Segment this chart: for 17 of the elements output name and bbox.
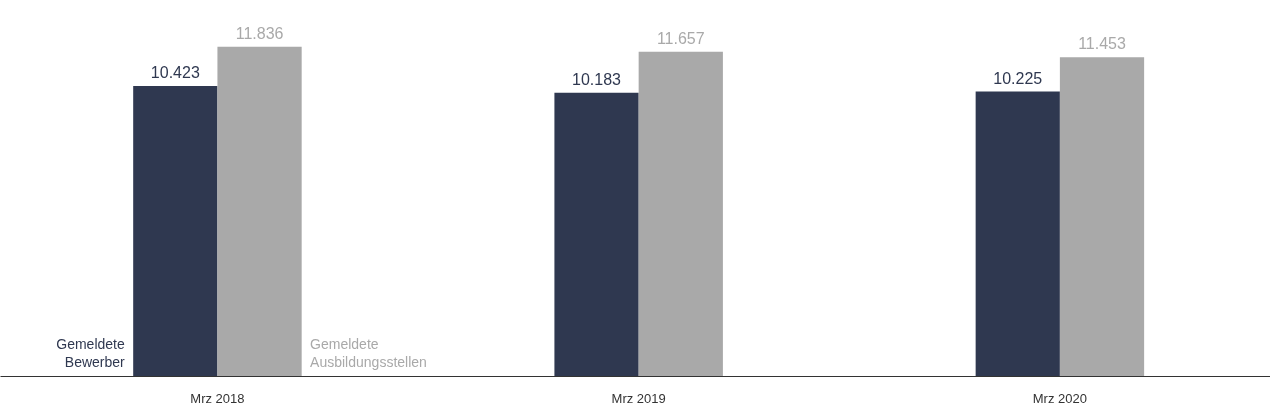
x-tick-label: Mrz 2020 (1032, 390, 1087, 406)
data-label: 10.225 (993, 69, 1043, 87)
bar (554, 92, 639, 377)
bar (638, 51, 723, 377)
bar (1059, 57, 1145, 377)
bar (133, 86, 218, 377)
data-label: 11.836 (235, 24, 284, 42)
x-tick-label: Mrz 2018 (190, 390, 245, 406)
bar (217, 46, 302, 377)
data-label: 10.183 (572, 70, 622, 88)
data-label: 11.453 (1078, 35, 1126, 53)
data-label: 10.423 (150, 64, 200, 82)
bar (975, 91, 1060, 377)
x-tick-label: Mrz 2019 (611, 390, 666, 406)
series-label: Gemeldete Ausbildungsstellen (310, 336, 427, 371)
data-label: 11.657 (656, 29, 705, 47)
series-label: Gemeldete Bewerber (56, 336, 126, 371)
